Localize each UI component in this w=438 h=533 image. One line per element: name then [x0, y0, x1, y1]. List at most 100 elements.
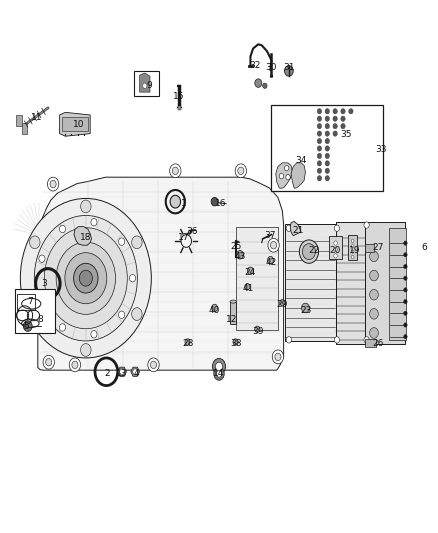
Circle shape: [317, 116, 321, 122]
Text: 36: 36: [186, 228, 198, 237]
Circle shape: [285, 66, 293, 76]
Text: 26: 26: [373, 339, 384, 348]
Bar: [389, 228, 406, 340]
Circle shape: [325, 175, 329, 181]
Circle shape: [235, 164, 247, 177]
Text: 15: 15: [173, 92, 184, 101]
Circle shape: [172, 167, 178, 174]
Circle shape: [150, 361, 156, 368]
Circle shape: [325, 154, 329, 159]
Text: 20: 20: [329, 246, 340, 255]
Text: 10: 10: [73, 119, 84, 128]
Circle shape: [65, 253, 107, 304]
Ellipse shape: [230, 300, 237, 303]
Circle shape: [185, 339, 190, 345]
Text: 23: 23: [300, 305, 312, 314]
Circle shape: [46, 359, 52, 366]
Circle shape: [148, 358, 159, 372]
Circle shape: [333, 131, 337, 136]
Circle shape: [39, 294, 45, 301]
Circle shape: [404, 264, 407, 269]
Circle shape: [404, 323, 407, 327]
Circle shape: [325, 139, 329, 144]
Bar: [286, 224, 336, 341]
Circle shape: [132, 236, 142, 249]
Circle shape: [233, 339, 238, 345]
Text: 25: 25: [231, 242, 242, 251]
Circle shape: [404, 288, 407, 292]
Circle shape: [34, 215, 138, 341]
Bar: [329, 236, 342, 259]
Circle shape: [215, 362, 223, 370]
Polygon shape: [131, 367, 140, 376]
Circle shape: [370, 328, 378, 338]
Text: 5: 5: [23, 321, 29, 330]
Circle shape: [333, 124, 337, 129]
Circle shape: [214, 368, 224, 380]
Text: 12: 12: [226, 315, 238, 324]
Circle shape: [211, 197, 218, 206]
Circle shape: [69, 358, 81, 372]
Circle shape: [72, 361, 78, 368]
Circle shape: [317, 139, 321, 144]
Text: 41: 41: [243, 284, 254, 293]
Circle shape: [285, 165, 289, 171]
Text: 11: 11: [31, 113, 42, 122]
Polygon shape: [140, 73, 150, 92]
Circle shape: [74, 263, 98, 293]
Text: 21: 21: [292, 226, 303, 235]
Circle shape: [81, 200, 91, 213]
Text: 43: 43: [234, 253, 246, 261]
Bar: [230, 302, 237, 324]
Circle shape: [370, 309, 378, 319]
Text: 32: 32: [249, 61, 261, 70]
Circle shape: [29, 236, 40, 249]
Polygon shape: [276, 163, 292, 188]
Circle shape: [334, 247, 337, 252]
Bar: [22, 123, 27, 134]
Bar: [365, 244, 374, 252]
Circle shape: [325, 124, 329, 129]
Text: 38: 38: [230, 339, 241, 348]
Text: 8: 8: [37, 315, 43, 324]
Text: 39: 39: [253, 327, 264, 336]
Text: 28: 28: [183, 339, 194, 348]
Text: 18: 18: [80, 233, 92, 242]
Circle shape: [255, 79, 262, 87]
Polygon shape: [60, 112, 90, 136]
Circle shape: [91, 330, 97, 338]
Circle shape: [23, 321, 32, 332]
Circle shape: [20, 198, 151, 358]
Circle shape: [349, 109, 353, 114]
Text: 24: 24: [245, 269, 256, 277]
Circle shape: [268, 256, 274, 264]
Bar: [348, 235, 357, 260]
Text: 3: 3: [42, 279, 47, 288]
Circle shape: [216, 370, 222, 377]
Circle shape: [301, 303, 309, 313]
Circle shape: [325, 168, 329, 173]
Text: 35: 35: [340, 130, 351, 139]
Circle shape: [317, 124, 321, 129]
Polygon shape: [118, 367, 127, 376]
Text: 16: 16: [215, 199, 227, 208]
Circle shape: [247, 267, 254, 274]
Circle shape: [170, 164, 181, 177]
Circle shape: [351, 239, 354, 243]
Circle shape: [351, 255, 354, 259]
Text: 33: 33: [375, 145, 386, 154]
Circle shape: [334, 225, 339, 231]
Circle shape: [325, 161, 329, 166]
Circle shape: [212, 304, 218, 312]
Text: 14: 14: [213, 369, 225, 378]
Text: 2: 2: [105, 369, 110, 378]
Circle shape: [143, 83, 147, 88]
Polygon shape: [291, 163, 305, 188]
Text: 4: 4: [133, 369, 139, 378]
Circle shape: [404, 276, 407, 280]
Bar: [16, 115, 21, 126]
Circle shape: [325, 146, 329, 151]
Circle shape: [29, 308, 40, 320]
Circle shape: [334, 241, 337, 245]
Polygon shape: [120, 369, 125, 375]
